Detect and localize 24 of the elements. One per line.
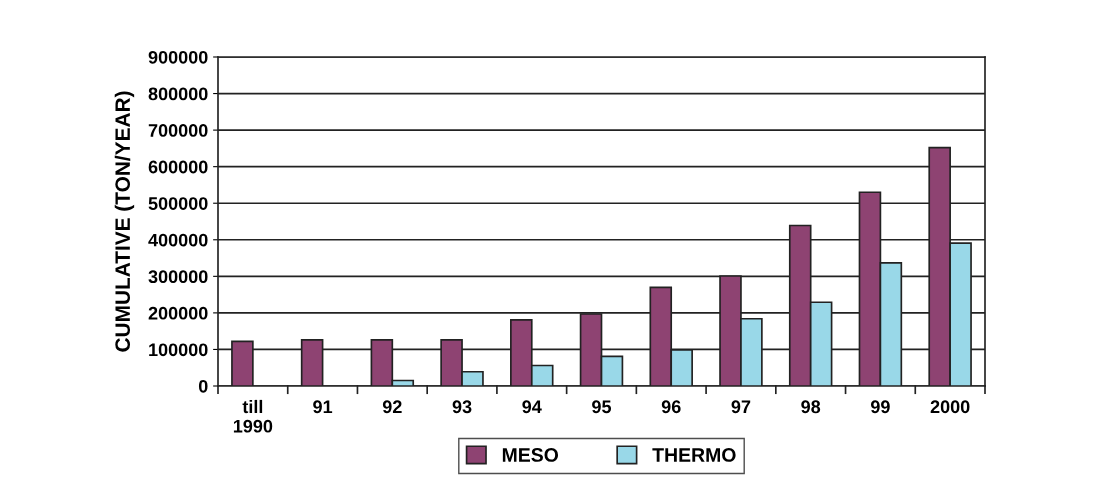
y-tick-label: 900000 xyxy=(148,50,208,64)
x-tick-label: 93 xyxy=(452,400,472,414)
x-tick-label: till 1990 xyxy=(233,399,273,433)
y-tick-label: 200000 xyxy=(148,306,208,320)
x-tick-label: 97 xyxy=(731,400,751,414)
legend-label: THERMO xyxy=(652,448,736,462)
x-tick-label: 2000 xyxy=(930,400,970,414)
y-tick-label: 500000 xyxy=(148,197,208,210)
y-tick-label: 600000 xyxy=(148,160,208,174)
y-tick-label: 800000 xyxy=(148,87,208,101)
x-tick-label: 94 xyxy=(522,400,542,414)
y-tick-label: 100000 xyxy=(149,343,208,357)
y-axis-title: CUMULATIVE (TON/YEAR) xyxy=(114,91,135,352)
y-tick-label: 300000 xyxy=(148,270,208,284)
x-tick-label: 95 xyxy=(592,400,612,414)
x-tick-label: 98 xyxy=(801,400,821,414)
y-tick-label: 700000 xyxy=(148,124,208,137)
x-tick-label: 99 xyxy=(870,400,890,414)
legend-label: MESO xyxy=(502,448,559,462)
y-tick-label: 0 xyxy=(198,379,208,393)
x-tick-label: 96 xyxy=(661,400,681,414)
y-tick-label: 400000 xyxy=(148,233,208,247)
x-tick-label: 92 xyxy=(382,400,402,414)
x-tick-label: 91 xyxy=(313,400,333,414)
